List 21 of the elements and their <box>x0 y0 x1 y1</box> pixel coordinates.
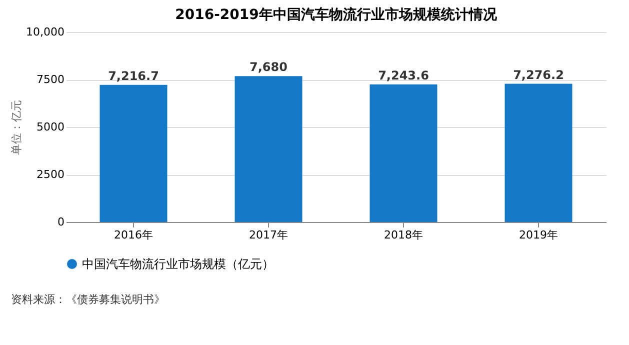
legend-label: 中国汽车物流行业市场规模（亿元） <box>82 257 274 271</box>
y-tick-label: 5000 <box>36 120 64 134</box>
x-tick-label: 2019年 <box>519 228 558 242</box>
bar <box>234 76 302 222</box>
y-axis-title: 单位：亿元 <box>10 100 24 155</box>
y-tick-label: 10,000 <box>26 26 64 38</box>
text: 资料来源：《债券募集说明书》 <box>11 293 165 306</box>
y-tick-label: 2500 <box>36 168 64 181</box>
data-label: 7,680 <box>250 60 288 74</box>
y-tick-label: 7500 <box>36 73 64 86</box>
data-label: 7,216.7 <box>108 68 159 83</box>
bar <box>370 84 438 222</box>
x-tick-label: 2016年 <box>114 228 153 242</box>
x-tick-label: 2017年 <box>249 228 288 242</box>
data-label: 7,243.6 <box>378 68 429 82</box>
data-label: 7,276.2 <box>513 68 564 82</box>
chart-title: 2016-2019年中国汽车物流行业市场规模统计情况 <box>175 6 498 23</box>
y-tick-label: 0 <box>58 216 64 228</box>
bar <box>504 84 572 222</box>
x-tick-label: 2018年 <box>384 228 423 242</box>
bar <box>100 84 168 222</box>
